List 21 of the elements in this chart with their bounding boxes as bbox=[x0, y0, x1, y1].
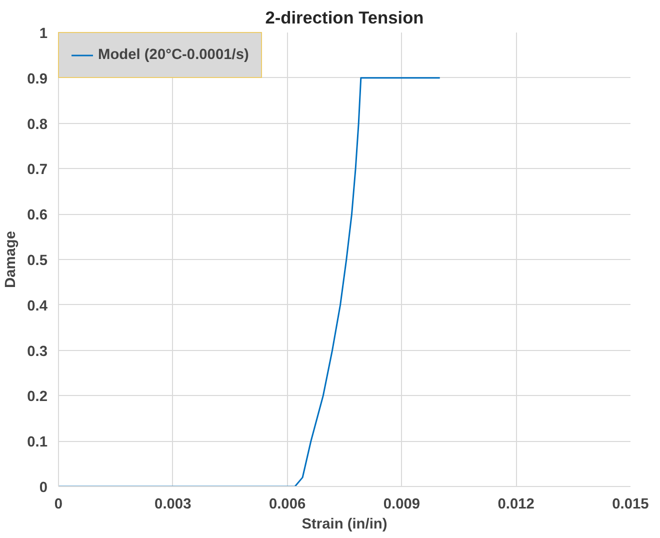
legend-label: Model (20°C-0.0001/s) bbox=[98, 47, 249, 63]
y-tick-label: 0.1 bbox=[27, 434, 48, 451]
x-tick-label: 0.006 bbox=[268, 496, 306, 512]
x-tick-label: 0 bbox=[54, 496, 63, 512]
x-axis-title: Strain (in/in) bbox=[302, 516, 388, 532]
y-tick-label: 0.2 bbox=[27, 389, 48, 406]
x-tick-label: 0.015 bbox=[612, 496, 649, 512]
y-tick-label: 1 bbox=[39, 26, 48, 42]
y-tick-label: 0.8 bbox=[27, 116, 48, 133]
x-tick-label: 0.009 bbox=[383, 496, 420, 512]
x-tick-label: 0.012 bbox=[498, 496, 534, 512]
y-tick-label: 0 bbox=[39, 480, 48, 496]
y-tick-label: 0.6 bbox=[27, 208, 48, 224]
y-tick-label: 0.5 bbox=[27, 253, 48, 269]
y-tick-label: 0.9 bbox=[27, 71, 48, 88]
y-tick-label: 0.3 bbox=[27, 344, 48, 360]
chart-title: 2-direction Tension bbox=[265, 8, 424, 28]
y-tick-label: 0.4 bbox=[27, 298, 48, 314]
x-tick-label: 0.003 bbox=[154, 496, 192, 512]
y-axis-title: Damage bbox=[3, 230, 20, 288]
y-tick-label: 0.7 bbox=[27, 162, 48, 178]
